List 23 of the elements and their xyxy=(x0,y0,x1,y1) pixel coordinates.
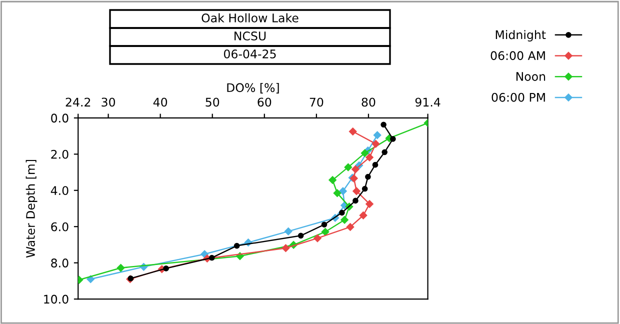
x-tick-label: 30 xyxy=(102,98,116,107)
x-tick-label: 70 xyxy=(310,98,324,107)
x-tick-label: 60 xyxy=(258,98,272,107)
y-tick-label: 4.0 xyxy=(50,186,68,196)
y-tick-label: 0.0 xyxy=(51,114,68,123)
x-tick-label: 40 xyxy=(153,98,168,107)
legend-label: 06:00 AM xyxy=(490,51,545,60)
y-tick-label: 8.0 xyxy=(51,258,68,268)
y-tick-label: 2.0 xyxy=(51,150,68,159)
x-tick-label: 24.2 xyxy=(66,98,90,106)
x-tick-label: 80 xyxy=(362,98,376,107)
legend-label: 06:00 PM xyxy=(492,92,545,102)
text: 06-04-25 xyxy=(224,49,276,58)
legend-label: Midnight xyxy=(496,30,546,42)
x-tick-label: 91.4 xyxy=(415,98,440,107)
x-axis-title: DO% [%] xyxy=(227,82,279,94)
y-tick-label: 10.0 xyxy=(44,294,68,304)
legend-label: Noon xyxy=(516,72,546,81)
chart-subtitle: NCSU xyxy=(234,31,266,40)
y-tick-label: 6.0 xyxy=(51,222,68,232)
x-tick-label: 50 xyxy=(206,98,220,107)
y-axis-title: Water Depth [m] xyxy=(26,160,38,258)
chart-title: Oak Hollow Lake xyxy=(202,13,298,22)
